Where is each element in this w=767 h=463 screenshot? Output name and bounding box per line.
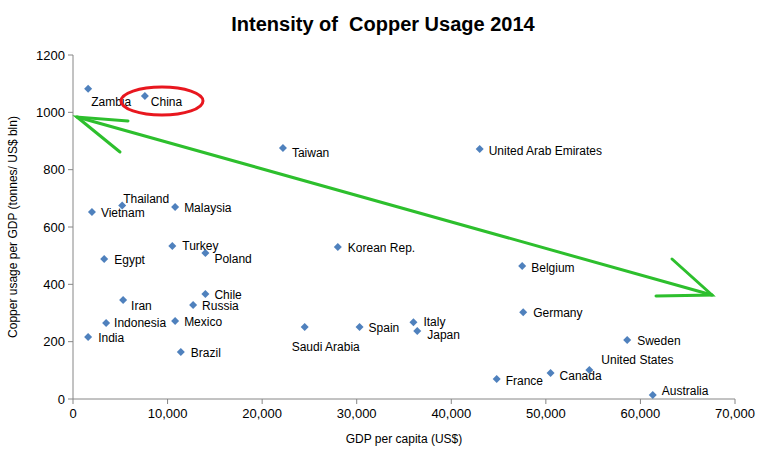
point-label: Egypt <box>114 253 145 267</box>
point <box>476 145 484 153</box>
point <box>547 369 555 377</box>
y-axis-label: Copper usage per GDP (tonnes/ US$ bln) <box>6 116 20 338</box>
y-tick <box>68 399 73 400</box>
x-tick-label: 40,000 <box>431 406 471 421</box>
x-tick-label: 30,000 <box>337 406 377 421</box>
x-tick <box>640 399 641 404</box>
point-label: Taiwan <box>292 146 329 160</box>
points <box>84 85 657 399</box>
point <box>301 323 309 331</box>
chart: Intensity of Copper Usage 2014 GDP per ca… <box>0 0 767 463</box>
point-label: Saudi Arabia <box>292 340 360 354</box>
point <box>356 323 364 331</box>
x-tick-label: 50,000 <box>526 406 566 421</box>
point <box>623 336 631 344</box>
arrow-head <box>77 117 128 152</box>
point <box>88 208 96 216</box>
y-tick-label: 800 <box>43 162 65 177</box>
y-tick-label: 400 <box>43 277 65 292</box>
point-label: Brazil <box>191 346 221 360</box>
point <box>334 243 342 251</box>
y-tick <box>68 227 73 228</box>
y-tick <box>68 55 73 56</box>
point <box>100 255 108 263</box>
point <box>84 333 92 341</box>
point <box>119 296 127 304</box>
point <box>171 203 179 211</box>
x-tick <box>356 399 357 404</box>
x-tick <box>545 399 546 404</box>
point-labels: ZambiaChinaTaiwanUnited Arab EmiratesTha… <box>91 95 709 398</box>
y-tick <box>68 169 73 170</box>
x-tick-label: 60,000 <box>621 406 661 421</box>
y-axis <box>73 55 74 399</box>
point <box>141 92 149 100</box>
x-tick-label: 0 <box>69 406 76 421</box>
y-tick-label: 200 <box>43 334 65 349</box>
point-label: Iran <box>131 299 152 313</box>
arrow-head <box>656 259 712 296</box>
y-tick <box>68 284 73 285</box>
y-tick-label: 1200 <box>36 48 65 63</box>
x-tick-label: 70,000 <box>715 406 755 421</box>
y-tick-label: 1000 <box>36 105 65 120</box>
point-label: Indonesia <box>114 316 166 330</box>
point <box>201 290 209 298</box>
point <box>84 85 92 93</box>
point-label: Mexico <box>184 315 222 329</box>
y-tick-label: 600 <box>43 220 65 235</box>
point-label: Russia <box>202 299 239 313</box>
title: Intensity of Copper Usage 2014 <box>231 13 535 35</box>
point <box>493 375 501 383</box>
point <box>409 318 417 326</box>
point-label: Japan <box>427 328 460 342</box>
point-label: United States <box>601 353 673 367</box>
highlight-ellipse <box>121 87 203 115</box>
x-axis-label: GDP per capita (US$) <box>346 432 463 446</box>
point <box>518 262 526 270</box>
point <box>189 301 197 309</box>
point-label: China <box>151 95 183 109</box>
point-label: Germany <box>533 306 582 320</box>
point <box>171 317 179 325</box>
point-label: Spain <box>369 321 400 335</box>
point-label: Korean Rep. <box>348 241 415 255</box>
y-tick <box>68 112 73 113</box>
x-tick <box>167 399 168 404</box>
trend-arrow <box>77 117 712 296</box>
point-label: Vietnam <box>101 206 145 220</box>
point <box>102 319 110 327</box>
arrow-shaft <box>77 117 712 295</box>
point <box>168 242 176 250</box>
point <box>519 308 527 316</box>
point-label: Thailand <box>123 192 169 206</box>
point-label: Belgium <box>531 261 574 275</box>
x-axis <box>73 399 735 400</box>
point-label: Poland <box>214 252 251 266</box>
point <box>279 144 287 152</box>
x-tick <box>735 399 736 404</box>
point-label: France <box>506 374 544 388</box>
y-tick <box>68 341 73 342</box>
point-label: Malaysia <box>184 201 232 215</box>
point-label: Canada <box>560 369 602 383</box>
point-label: India <box>98 331 124 345</box>
point <box>413 327 421 335</box>
x-tick <box>73 399 74 404</box>
x-tick-label: 20,000 <box>242 406 282 421</box>
x-tick <box>262 399 263 404</box>
x-tick <box>451 399 452 404</box>
point <box>177 348 185 356</box>
point <box>649 391 657 399</box>
point-label: Turkey <box>182 239 218 253</box>
point-label: Sweden <box>637 334 680 348</box>
point-label: Australia <box>662 384 709 398</box>
x-tick-label: 10,000 <box>148 406 188 421</box>
point-label: United Arab Emirates <box>489 144 602 158</box>
y-tick-label: 0 <box>58 392 65 407</box>
